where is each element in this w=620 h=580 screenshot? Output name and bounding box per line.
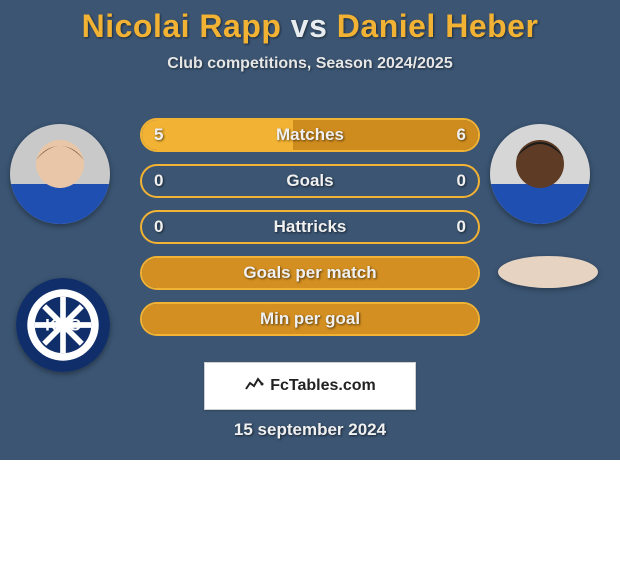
attribution-icon (244, 374, 264, 399)
player-left-avatar (10, 124, 110, 224)
attribution-box[interactable]: FcTables.com (204, 362, 416, 410)
page-title: Nicolai Rapp vs Daniel Heber (0, 0, 620, 45)
club-left-badge: KSC (16, 278, 110, 372)
stat-value-left: 0 (154, 217, 163, 237)
stat-label: Goals (142, 171, 478, 191)
stat-label: Hattricks (142, 217, 478, 237)
club-right-badge (498, 256, 598, 288)
stat-bar: Goals per match (140, 256, 480, 290)
subtitle: Club competitions, Season 2024/2025 (0, 55, 620, 73)
player-left-avatar-art (10, 124, 110, 224)
stat-value-right: 6 (457, 125, 466, 145)
stat-bar: Hattricks0 0 (140, 210, 480, 244)
title-player-left: Nicolai Rapp (82, 8, 282, 44)
stat-value-left: 0 (154, 171, 163, 191)
svg-text:KSC: KSC (45, 316, 81, 335)
club-left-badge-art: KSC (16, 278, 110, 372)
player-right-avatar (490, 124, 590, 224)
title-vs: vs (281, 8, 336, 44)
stat-bar: Matches56 (140, 118, 480, 152)
attribution-text: FcTables.com (270, 377, 376, 395)
stat-bars: Matches56Goals00Hattricks00Goals per mat… (140, 118, 480, 348)
player-right-avatar-art (490, 124, 590, 224)
title-player-right: Daniel Heber (337, 8, 539, 44)
stat-bar: Min per goal (140, 302, 480, 336)
stat-value-right: 0 (457, 217, 466, 237)
stat-bar: Goals0 0 (140, 164, 480, 198)
stat-value-left: 5 (154, 125, 163, 145)
date-text: 15 september 2024 (0, 420, 620, 440)
stat-value-right: 0 (457, 171, 466, 191)
comparison-infographic: Nicolai Rapp vs Daniel Heber Club compet… (0, 0, 620, 460)
